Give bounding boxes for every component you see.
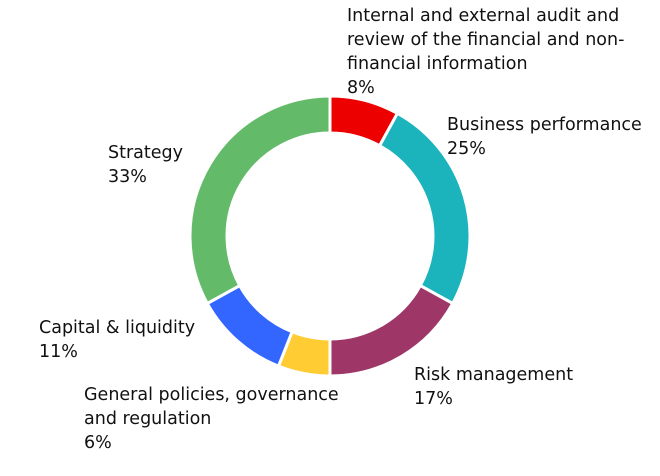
label-risk-management-value: 17% bbox=[414, 389, 453, 409]
label-general-policies-value: 6% bbox=[84, 433, 112, 453]
label-strategy-name: Strategy bbox=[108, 143, 183, 163]
label-strategy-value: 33% bbox=[108, 167, 147, 187]
label-business-performance-value: 25% bbox=[447, 139, 486, 159]
label-capital-liquidity-name: Capital & liquidity bbox=[39, 318, 196, 338]
label-capital-liquidity-value: 11% bbox=[39, 342, 78, 362]
label-audit-review: Internal and external audit and review o… bbox=[347, 4, 647, 100]
label-strategy: Strategy 33% bbox=[108, 141, 183, 189]
label-audit-review-name: Internal and external audit and review o… bbox=[347, 6, 625, 74]
label-business-performance-name: Business performance bbox=[447, 115, 642, 135]
label-audit-review-value: 8% bbox=[347, 78, 375, 98]
label-general-policies-name: General policies, governance and regulat… bbox=[84, 385, 339, 429]
donut-slices bbox=[188, 94, 472, 378]
label-business-performance: Business performance 25% bbox=[447, 113, 642, 161]
slice-strategy bbox=[188, 94, 332, 305]
label-general-policies: General policies, governance and regulat… bbox=[84, 383, 374, 455]
label-risk-management-name: Risk management bbox=[414, 365, 574, 385]
label-risk-management: Risk management 17% bbox=[414, 363, 573, 411]
label-capital-liquidity: Capital & liquidity 11% bbox=[39, 316, 195, 364]
